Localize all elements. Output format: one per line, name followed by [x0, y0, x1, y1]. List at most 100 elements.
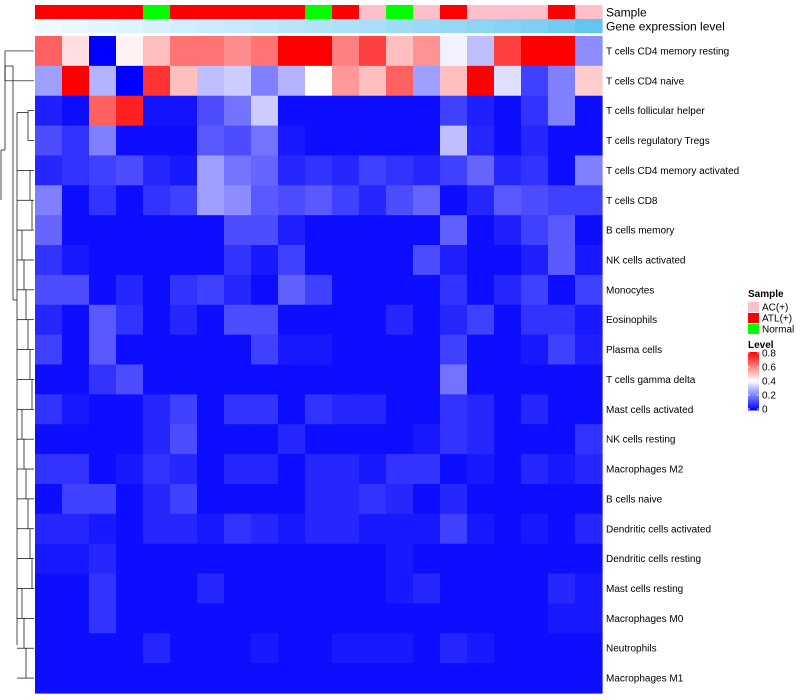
heatmap-cell — [224, 65, 252, 97]
heatmap-cell — [440, 454, 468, 485]
heatmap-cell — [62, 483, 90, 515]
heatmap-cell — [575, 454, 603, 485]
heatmap-cell — [89, 125, 117, 157]
heatmap-cell — [386, 155, 414, 186]
heatmap-cell — [575, 36, 603, 67]
heatmap-cell — [467, 424, 495, 455]
heatmap-cell — [359, 36, 387, 67]
heatmap-cell — [575, 543, 603, 575]
heatmap-cell — [386, 125, 414, 157]
heatmap-cell — [467, 125, 495, 157]
level-legend-bar-segment — [748, 399, 759, 402]
heatmap-cell — [89, 543, 117, 575]
heatmap-cell — [89, 573, 117, 605]
heatmap-cell — [575, 394, 603, 425]
heatmap-cell — [35, 155, 63, 186]
heatmap-cell — [494, 274, 522, 306]
gene-level-cell — [305, 19, 333, 33]
heatmap-cell — [413, 334, 441, 366]
level-legend-bar-segment — [748, 383, 759, 386]
sample-cell — [440, 5, 468, 19]
heatmap-cell — [494, 155, 522, 186]
heatmap-cell — [35, 334, 63, 366]
heatmap-cell — [413, 454, 441, 485]
gene-level-cell — [413, 19, 441, 33]
sample-cell — [89, 5, 117, 19]
heatmap-cell — [251, 215, 279, 246]
sample-cell — [251, 5, 279, 19]
heatmap-cell — [440, 274, 468, 306]
heatmap-cell — [467, 603, 495, 634]
heatmap-cell — [494, 394, 522, 425]
sample-cell — [386, 5, 414, 19]
heatmap-cell — [305, 454, 333, 485]
heatmap-cell — [359, 543, 387, 575]
heatmap-cell — [278, 424, 306, 455]
heatmap-cell — [170, 274, 198, 306]
heatmap-cell — [143, 543, 171, 575]
heatmap-cell — [413, 65, 441, 97]
row-label: Mast cells activated — [606, 405, 693, 416]
heatmap-cell — [386, 304, 414, 336]
sample-annotation-label: Sample — [606, 6, 647, 20]
heatmap-cell — [143, 125, 171, 157]
heatmap-cell — [116, 304, 144, 336]
heatmap-cell — [521, 65, 549, 97]
heatmap-cell — [359, 483, 387, 515]
heatmap-cell — [62, 125, 90, 157]
heatmap-cell — [143, 65, 171, 97]
heatmap-cell — [494, 424, 522, 455]
heatmap-cell — [170, 424, 198, 455]
heatmap-cell — [197, 543, 225, 575]
heatmap-cell — [332, 454, 360, 485]
heatmap-cell — [467, 364, 495, 395]
heatmap-cell — [116, 155, 144, 186]
heatmap-cell — [197, 155, 225, 186]
level-legend-bar-segment — [748, 359, 759, 362]
heatmap-cell — [224, 394, 252, 425]
heatmap-cell — [35, 36, 63, 67]
heatmap-cell — [62, 155, 90, 186]
heatmap-cell — [305, 304, 333, 336]
heatmap-cell — [386, 483, 414, 515]
row-label: B cells memory — [606, 226, 674, 237]
level-legend-bar-segment — [748, 389, 759, 392]
heatmap-cell — [305, 573, 333, 605]
heatmap-cell — [62, 394, 90, 425]
heatmap-cell — [224, 424, 252, 455]
heatmap-cell — [467, 185, 495, 216]
heatmap-cell — [251, 573, 279, 605]
heatmap-cell — [89, 185, 117, 216]
heatmap-cell — [548, 36, 576, 67]
heatmap-cell — [386, 364, 414, 395]
heatmap-cell — [89, 36, 117, 67]
heatmap-cell — [62, 573, 90, 605]
heatmap-cell — [467, 65, 495, 97]
heatmap-cell — [386, 334, 414, 366]
sample-legend-swatch — [748, 313, 759, 323]
sample-legend-label: ATL(+) — [762, 314, 792, 325]
sample-cell — [116, 5, 144, 19]
heatmap-cell — [224, 573, 252, 605]
heatmap-cell — [35, 424, 63, 455]
level-legend-label: 0 — [762, 405, 768, 416]
heatmap-cell — [413, 304, 441, 336]
heatmap-cell — [413, 215, 441, 246]
heatmap-cell — [89, 424, 117, 455]
level-legend-bar-segment — [748, 360, 759, 363]
heatmap-cell — [440, 125, 468, 157]
heatmap-cell — [143, 215, 171, 246]
heatmap-cell — [251, 65, 279, 97]
heatmap-cell — [35, 215, 63, 246]
heatmap-cell — [35, 245, 63, 276]
heatmap-cell — [251, 304, 279, 336]
heatmap-cell — [575, 424, 603, 455]
heatmap-cell — [359, 513, 387, 545]
heatmap-cell — [548, 215, 576, 246]
heatmap-cell — [359, 155, 387, 186]
heatmap-cell — [89, 155, 117, 186]
heatmap-cell — [440, 36, 468, 67]
heatmap-cell — [467, 155, 495, 186]
heatmap-cell — [467, 573, 495, 605]
